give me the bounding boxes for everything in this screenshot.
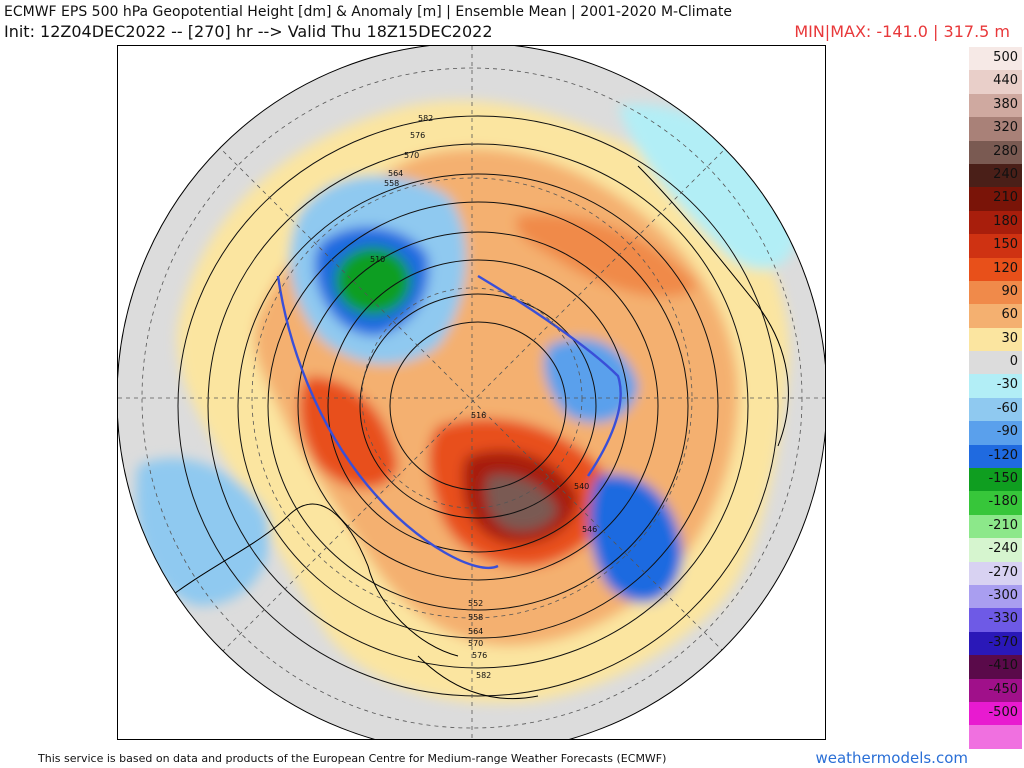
legend-label: 280 [993, 143, 1018, 159]
legend-label: -120 [988, 447, 1018, 463]
contour-label: 558 [468, 613, 483, 622]
legend-swatch: 180 [969, 210, 1022, 235]
legend-swatch: 30 [969, 327, 1022, 352]
site-link[interactable]: weathermodels.com [815, 749, 968, 767]
legend-label: 240 [993, 166, 1018, 182]
contour-label: 558 [384, 179, 399, 188]
contour-label: 546 [582, 525, 597, 534]
legend-label: -180 [988, 494, 1018, 510]
contour-label: 582 [476, 671, 491, 680]
legend-swatch: 150 [969, 234, 1022, 258]
contour-label: 540 [574, 482, 589, 491]
contour-label: 582 [418, 114, 433, 123]
legend-label: -300 [988, 587, 1018, 603]
legend-swatch: 240 [969, 163, 1022, 188]
legend-label: -210 [988, 517, 1018, 533]
legend-label: -150 [988, 471, 1018, 487]
legend-label: -240 [988, 541, 1018, 557]
contour-label: 570 [468, 639, 483, 648]
init-valid-line: Init: 12Z04DEC2022 -- [270] hr --> Valid… [4, 22, 493, 41]
legend-swatch: 320 [969, 117, 1022, 141]
legend-label: 120 [993, 260, 1018, 276]
legend-swatch: -60 [969, 397, 1022, 422]
legend-label: 320 [993, 120, 1018, 136]
legend-swatch: -180 [969, 491, 1022, 515]
legend-swatch: -410 [969, 655, 1022, 679]
color-legend: 500 440 380 320 280 240 210 180 150 120 90 60 30 0 -30… [969, 47, 1022, 749]
data-credit: This service is based on data and produc… [38, 752, 667, 765]
legend-label: -500 [988, 704, 1018, 720]
polar-map: 582 576 570 564 558 516 510 540 546 552 … [117, 45, 826, 740]
legend-label: -370 [988, 634, 1018, 650]
legend-swatch: -150 [969, 468, 1022, 492]
contour-label: 564 [468, 627, 483, 636]
legend-swatch: -270 [969, 561, 1022, 585]
legend-swatch: 280 [969, 140, 1022, 164]
contour-label: 576 [410, 131, 425, 140]
legend-swatch: -30 [969, 374, 1022, 398]
legend-swatch [969, 725, 1022, 749]
legend-swatch: 500 [969, 47, 1022, 71]
legend-swatch: 380 [969, 93, 1022, 118]
legend-label: -410 [988, 658, 1018, 674]
legend-swatch: -300 [969, 584, 1022, 609]
legend-swatch: 60 [969, 304, 1022, 328]
legend-swatch: -210 [969, 514, 1022, 539]
legend-label: -450 [988, 681, 1018, 697]
legend-swatch: -120 [969, 444, 1022, 469]
legend-label: 180 [993, 213, 1018, 229]
legend-swatch: 210 [969, 187, 1022, 211]
legend-swatch: 90 [969, 280, 1022, 305]
legend-label: 150 [993, 237, 1018, 253]
legend-label: 380 [993, 96, 1018, 112]
legend-swatch: 120 [969, 257, 1022, 281]
legend-swatch: -90 [969, 421, 1022, 445]
legend-label: 60 [1001, 307, 1018, 323]
legend-label: 440 [993, 73, 1018, 89]
legend-swatch: -500 [969, 701, 1022, 726]
legend-label: 0 [1009, 354, 1018, 370]
legend-label: 30 [1001, 330, 1018, 346]
contour-label: 516 [471, 411, 486, 420]
legend-swatch: -370 [969, 631, 1022, 656]
legend-swatch: -240 [969, 538, 1022, 562]
legend-label: -60 [996, 400, 1018, 416]
legend-swatch: 0 [969, 351, 1022, 375]
legend-swatch: 440 [969, 70, 1022, 94]
map-canvas: 582 576 570 564 558 516 510 540 546 552 … [118, 46, 825, 739]
contour-label: 564 [388, 169, 403, 178]
chart-title: ECMWF EPS 500 hPa Geopotential Height [d… [4, 4, 732, 20]
legend-label: -330 [988, 611, 1018, 627]
legend-label: 500 [993, 50, 1018, 65]
legend-label: -270 [988, 564, 1018, 580]
contour-label: 576 [472, 651, 487, 660]
legend-label: 90 [1001, 283, 1018, 299]
legend-label: 210 [993, 190, 1018, 206]
legend-swatch: -450 [969, 678, 1022, 702]
anomaly-field [118, 46, 825, 739]
legend-label: -90 [996, 424, 1018, 440]
legend-swatch: -330 [969, 608, 1022, 632]
contour-label: 570 [404, 151, 419, 160]
contour-label: 552 [468, 599, 483, 608]
legend-label: -30 [996, 377, 1018, 393]
minmax-readout: MIN|MAX: -141.0 | 317.5 m [794, 22, 1010, 41]
contour-label: 510 [370, 255, 385, 264]
